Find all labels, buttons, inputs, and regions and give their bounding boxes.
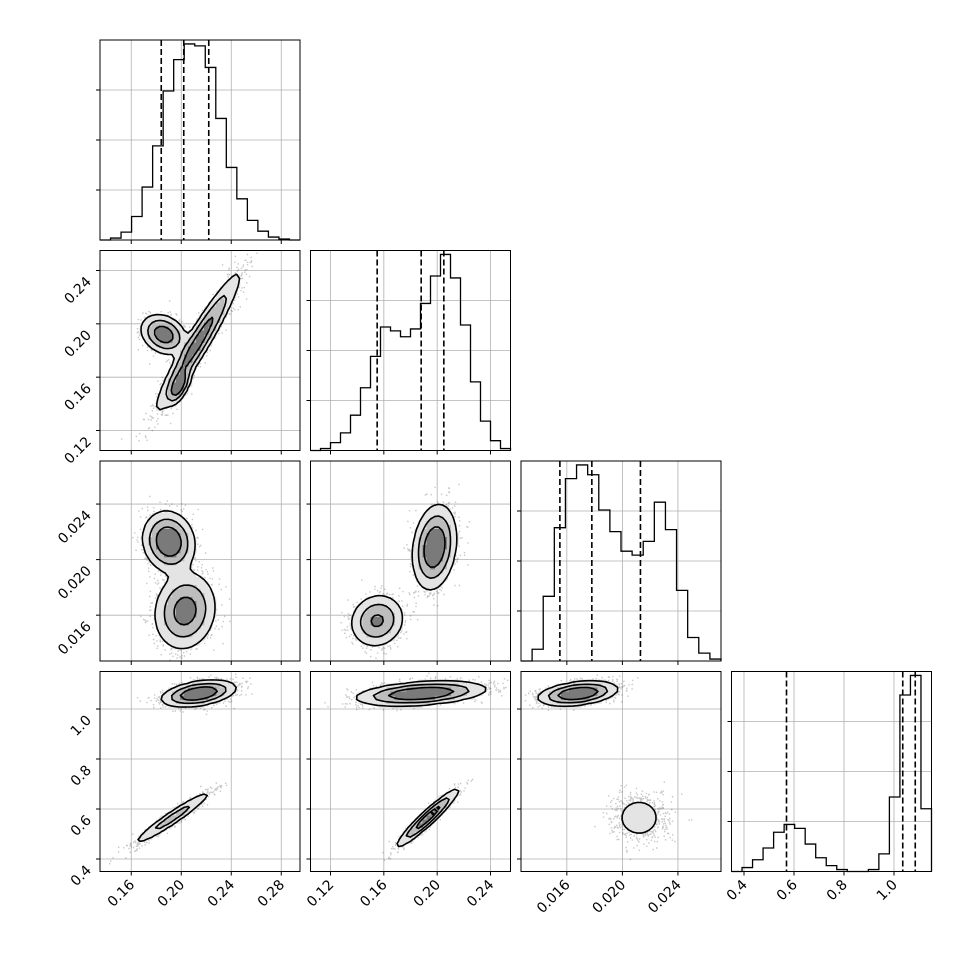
- contour-line-1: [154, 682, 227, 830]
- histogram-panel-1: [306, 250, 512, 455]
- histogram-line: [521, 464, 722, 662]
- contour-line-0: [141, 510, 216, 650]
- scatter-panel-1-2: [306, 460, 511, 665]
- contour-line-1: [372, 683, 470, 838]
- panel-frame: [310, 671, 511, 872]
- contour-line-0: [140, 273, 241, 411]
- density-band-1: [148, 298, 225, 399]
- histogram-line: [100, 43, 300, 241]
- contour-line-0: [355, 679, 487, 848]
- contour-line-2: [153, 316, 214, 396]
- contour-line-2: [155, 526, 197, 626]
- panel-frame: [310, 460, 511, 662]
- contour-line-0: [137, 679, 237, 843]
- contour-line-1: [359, 515, 452, 638]
- density-band-0: [144, 509, 217, 650]
- histogram-panel-2: [517, 460, 722, 665]
- contour-line-1: [148, 518, 207, 638]
- panel-frame: [520, 671, 722, 872]
- density-band-1: [362, 517, 451, 638]
- density-band-1: [374, 683, 467, 836]
- contour-line-2: [387, 686, 455, 830]
- panel-content: [324, 672, 509, 862]
- density-band-0: [350, 505, 459, 646]
- panel-content: [340, 483, 471, 659]
- histogram-panel-0: [96, 39, 301, 244]
- contour-line-0: [351, 503, 458, 647]
- panel-content: [120, 250, 260, 451]
- panel-frame: [99, 250, 301, 451]
- contour-line-0: [537, 679, 657, 834]
- panel-frame: [99, 460, 301, 662]
- histogram-line: [731, 674, 933, 873]
- contour-line-2: [179, 686, 218, 701]
- panel-content: [521, 674, 693, 860]
- histogram-line: [310, 253, 512, 452]
- panel-content: [109, 673, 253, 865]
- contour-line-1: [547, 683, 609, 704]
- density-band-2: [156, 529, 197, 626]
- panel-content: [132, 495, 231, 661]
- contour-line-2: [370, 526, 446, 628]
- contour-line-1: [147, 294, 227, 402]
- density-band-2: [370, 529, 447, 626]
- density-band-2: [156, 318, 213, 395]
- scatter-panel-0-1: 0.120.160.200.24: [61, 250, 301, 467]
- panel-frame: [99, 671, 301, 872]
- contour-line-2: [557, 686, 599, 701]
